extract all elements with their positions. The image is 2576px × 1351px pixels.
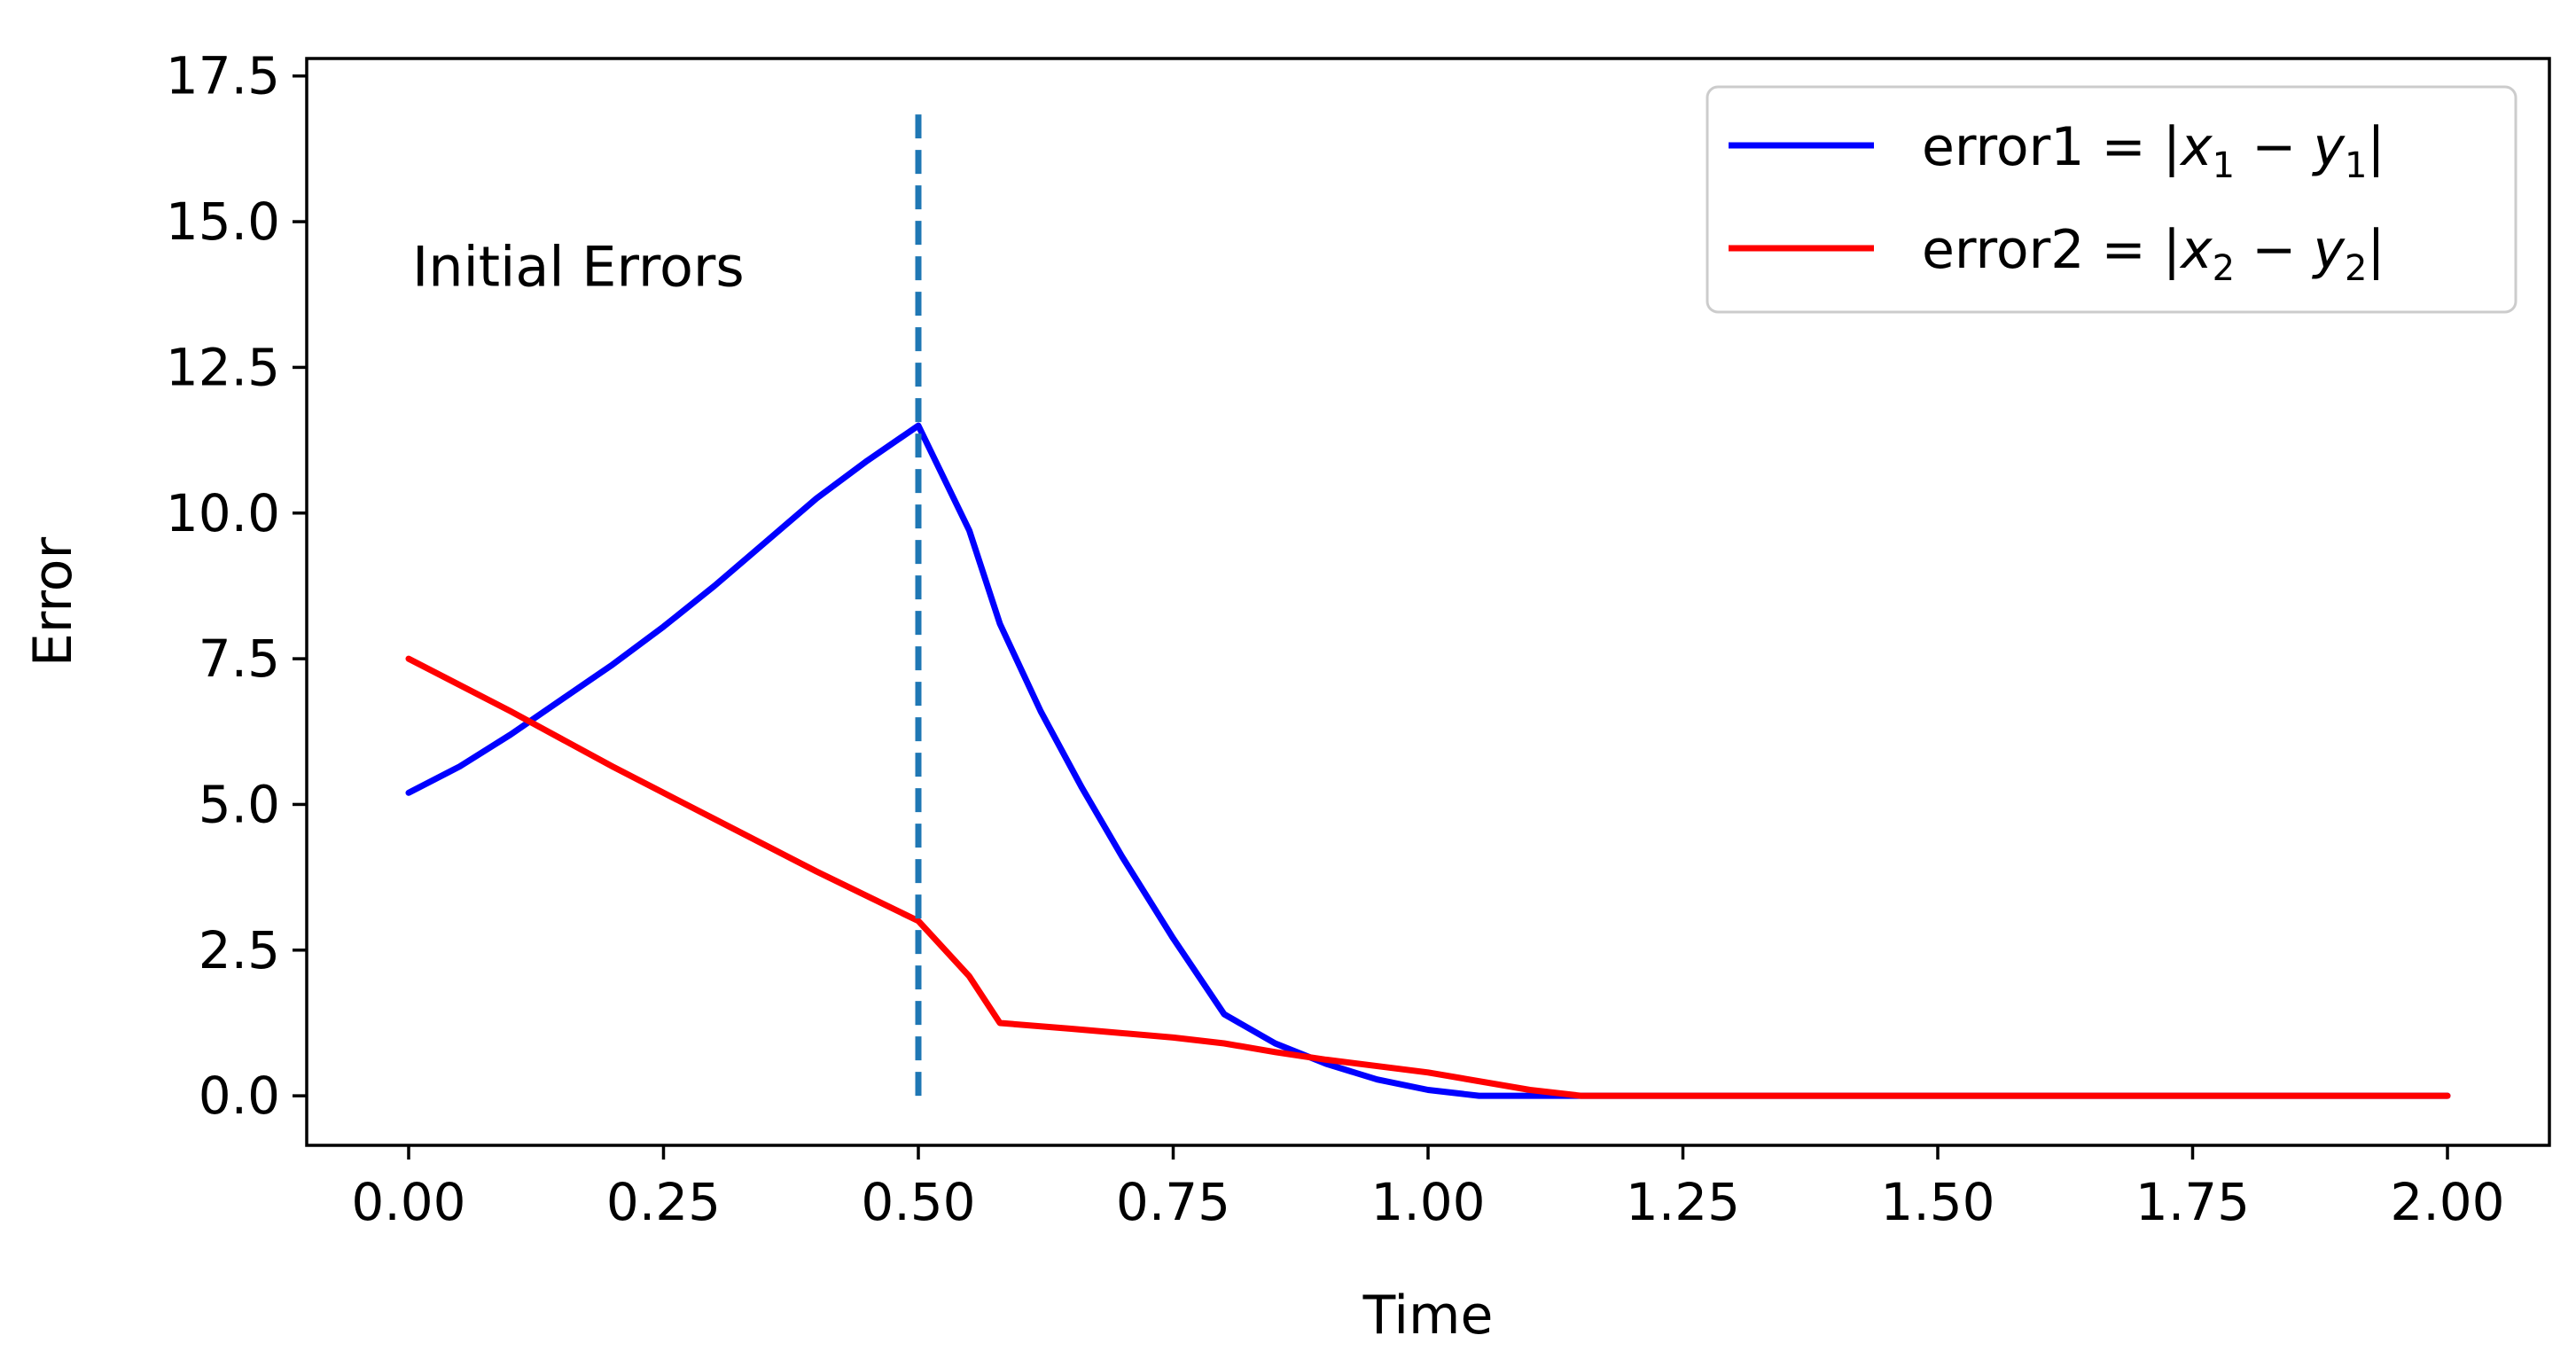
y-tick-label: 15.0 — [166, 191, 280, 252]
annotation-initial-errors: Initial Errors — [412, 235, 745, 300]
legend-box — [1706, 85, 2517, 314]
x-tick-label: 0.25 — [606, 1172, 721, 1232]
x-tick-label: 1.75 — [2135, 1172, 2250, 1232]
legend: error1 = |x1 − y1| error2 = |x2 − y2| — [1706, 85, 2517, 314]
y-axis-ticks: 0.0 2.5 5.0 7.5 10.0 12.5 15.0 17.5 — [166, 46, 307, 1126]
x-tick-label: 0.50 — [861, 1172, 975, 1232]
y-tick-label: 7.5 — [199, 629, 280, 689]
y-tick-label: 5.0 — [199, 774, 280, 834]
series-line-1 — [405, 422, 2451, 1099]
y-tick-label: 2.5 — [199, 920, 280, 980]
y-tick-label: 0.0 — [199, 1066, 280, 1126]
legend-label-error2: error2 = |x2 − y2| — [1922, 219, 2385, 289]
x-tick-label: 1.50 — [1880, 1172, 1994, 1232]
x-tick-label: 0.75 — [1116, 1172, 1230, 1232]
y-tick-label: 17.5 — [166, 46, 280, 106]
x-tick-label: 1.25 — [1626, 1172, 1740, 1232]
x-axis-label: Time — [1362, 1285, 1494, 1347]
y-axis-label: Error — [22, 537, 84, 668]
x-tick-label: 0.00 — [351, 1172, 465, 1232]
x-tick-label: 1.00 — [1370, 1172, 1485, 1232]
series-lines — [405, 422, 2451, 1099]
y-tick-label: 10.0 — [166, 483, 280, 543]
series-line-2 — [405, 655, 2451, 1099]
legend-label-error1: error1 = |x1 − y1| — [1922, 116, 2385, 186]
x-tick-label: 2.00 — [2390, 1172, 2504, 1232]
y-tick-label: 12.5 — [166, 337, 280, 397]
x-axis-ticks: 0.00 0.25 0.50 0.75 1.00 1.25 1.50 1.75 2.00 — [351, 1145, 2505, 1232]
